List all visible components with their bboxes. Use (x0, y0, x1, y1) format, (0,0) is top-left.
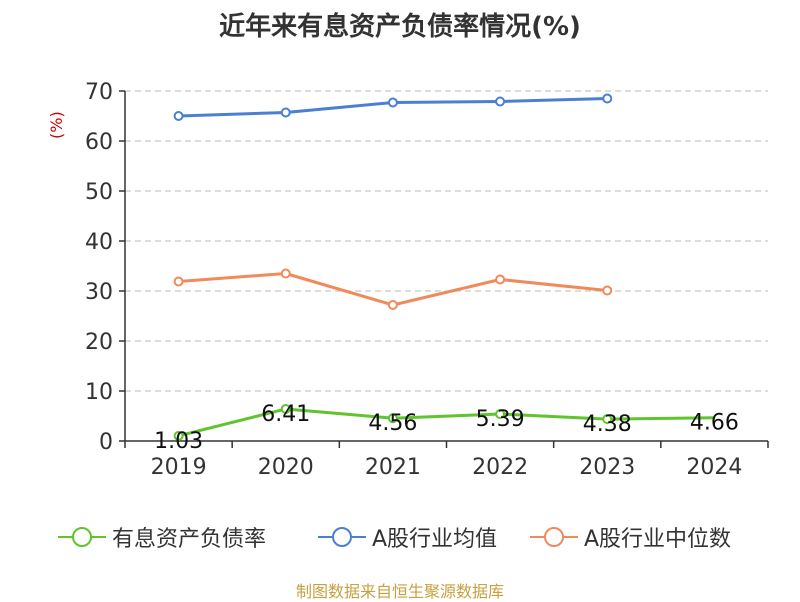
y-tick-label-0: 0 (99, 430, 113, 455)
x-tick-label-2023: 2023 (579, 455, 635, 480)
legend-item-debt-ratio[interactable]: 有息资产负债率 (58, 520, 266, 554)
x-tick-label-2021: 2021 (365, 455, 421, 480)
point-s1-2022 (495, 96, 506, 107)
point-s1-2020 (280, 107, 291, 118)
legend-label-debt-ratio: 有息资产负债率 (112, 527, 267, 552)
legend: 有息资产负债率 A股行业均值 A股行业中位数 (0, 520, 800, 554)
x-tick-label-2020: 2020 (258, 455, 314, 480)
y-tick-label-20: 20 (85, 330, 113, 355)
legend-label-industry-median: A股行业中位数 (584, 527, 732, 552)
point-s1-2023 (602, 93, 613, 104)
point-s2-2019 (173, 276, 184, 287)
data-label-s0-2022: 5.39 (476, 407, 525, 432)
data-label-s0-2020: 6.41 (261, 402, 310, 427)
point-s2-2021 (387, 300, 398, 310)
legend-item-industry-mean[interactable]: A股行业均值 (318, 520, 497, 554)
chart-title: 近年来有息资产负债率情况(%) (219, 12, 581, 42)
point-s2-2020 (280, 268, 291, 279)
legend-marker-debt-ratio (58, 527, 106, 547)
data-source-note: 制图数据来自恒生聚源数据库 (295, 582, 504, 601)
data-label-s0-2021: 4.56 (368, 411, 417, 436)
point-s0-2022 (495, 409, 506, 420)
point-s2-2022 (495, 274, 506, 285)
series-line-0 (178, 407, 715, 438)
y-tick-label-50: 50 (85, 180, 113, 205)
x-tick-label-2022: 2022 (472, 455, 528, 480)
legend-marker-industry-mean (318, 527, 366, 547)
point-s2-2023 (602, 285, 613, 296)
point-s0-2023 (602, 414, 613, 425)
data-label-s0-2019: 1.03 (154, 429, 203, 454)
legend-label-industry-mean: A股行业均值 (372, 527, 498, 552)
y-tick-label-70: 70 (85, 80, 113, 105)
point-s0-2019 (173, 430, 184, 441)
y-tick-label-10: 10 (85, 380, 113, 405)
point-s0-2021 (387, 413, 398, 424)
legend-item-industry-median[interactable]: A股行业中位数 (530, 520, 731, 554)
x-tick-label-2024: 2024 (686, 455, 742, 480)
point-s0-2020 (280, 403, 291, 414)
data-label-s0-2024: 4.66 (690, 411, 739, 436)
x-tick-label-2019: 2019 (151, 455, 207, 480)
y-tick-label-30: 30 (85, 280, 113, 305)
y-tick-label-60: 60 (85, 130, 113, 155)
legend-marker-industry-median (530, 527, 578, 547)
point-s1-2019 (173, 111, 184, 121)
point-s1-2021 (387, 97, 398, 108)
y-tick-label-40: 40 (85, 230, 113, 255)
data-label-s0-2023: 4.38 (583, 412, 632, 437)
